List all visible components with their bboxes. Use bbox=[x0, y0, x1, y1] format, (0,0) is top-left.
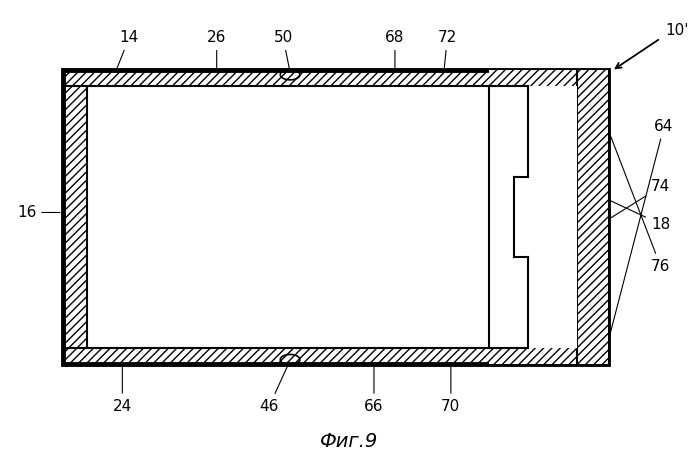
Bar bbox=[577, 70, 608, 364]
Text: 74: 74 bbox=[588, 179, 670, 232]
Text: 70: 70 bbox=[441, 365, 461, 414]
Text: 18: 18 bbox=[589, 191, 670, 232]
Text: 26: 26 bbox=[207, 30, 226, 70]
Bar bbox=[514, 86, 528, 177]
Text: 76: 76 bbox=[591, 87, 670, 274]
Text: 66: 66 bbox=[364, 365, 384, 414]
Text: 10': 10' bbox=[665, 23, 689, 38]
Bar bbox=[528, 86, 577, 348]
Bar bbox=[514, 257, 528, 348]
Bar bbox=[489, 70, 577, 86]
Bar bbox=[63, 86, 87, 348]
Bar bbox=[63, 348, 489, 364]
Text: 64: 64 bbox=[605, 119, 674, 352]
Text: 68: 68 bbox=[385, 30, 405, 70]
Text: Фиг.9: Фиг.9 bbox=[320, 432, 379, 451]
Bar bbox=[63, 70, 489, 86]
Bar bbox=[63, 70, 608, 364]
Text: 16: 16 bbox=[17, 205, 60, 220]
Bar bbox=[528, 348, 577, 364]
Text: 46: 46 bbox=[259, 363, 289, 414]
Bar bbox=[489, 348, 528, 364]
Text: 50: 50 bbox=[273, 30, 293, 70]
Text: 14: 14 bbox=[116, 30, 139, 70]
Text: 72: 72 bbox=[438, 30, 457, 70]
Bar bbox=[87, 86, 489, 348]
Text: 24: 24 bbox=[113, 365, 132, 414]
